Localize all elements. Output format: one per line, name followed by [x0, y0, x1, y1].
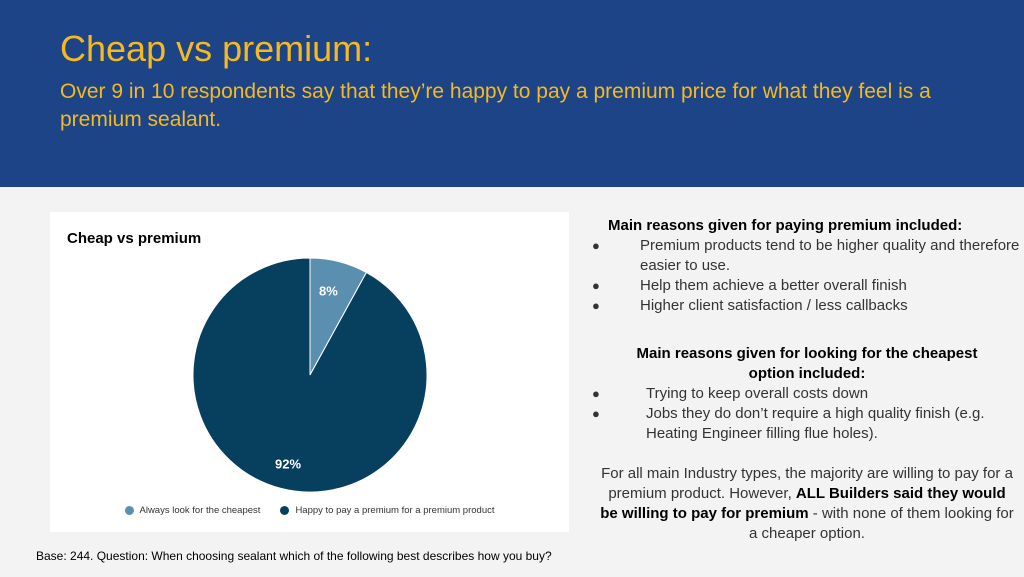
premium-reasons-list: ● Premium products tend to be higher qual…: [592, 236, 1022, 316]
page-title: Cheap vs premium:: [60, 28, 373, 69]
list-item: ● Jobs they do don’t require a high quali…: [592, 405, 985, 442]
legend-swatch-icon: [124, 506, 134, 515]
header-banner: Cheap vs premium: Over 9 in 10 responden…: [0, 0, 1024, 187]
list-item: ● Help them achieve a better overall fini…: [592, 277, 907, 294]
chart-title: Cheap vs premium: [67, 230, 202, 247]
page-subtitle: Over 9 in 10 respondents say that they’r…: [60, 80, 931, 131]
legend-item-0: Always look for the cheapest: [124, 505, 261, 516]
cheap-reasons-list: ● Trying to keep overall costs down ● Jobs…: [592, 384, 1022, 444]
list-item: ● Trying to keep overall costs down: [592, 385, 869, 402]
summary-emphasis: ALL Builders said they would be willing …: [600, 485, 1006, 522]
premium-reasons-heading: Main reasons given for paying premium in…: [608, 217, 963, 234]
legend-item-1: Happy to pay a premium for a premium pro…: [280, 505, 495, 516]
summary-text: For all main Industry types, the majorit…: [600, 465, 1014, 542]
bullet-icon: ●: [592, 298, 600, 313]
legend-label: Always look for the cheapest: [139, 505, 261, 516]
cheap-reasons-heading: Main reasons given for looking for the c…: [636, 345, 978, 382]
pie-chart: 8% 92%: [192, 257, 428, 493]
bullet-icon: ●: [592, 386, 600, 401]
text-column: Main reasons given for paying premium in…: [592, 216, 1022, 559]
list-item: ● Higher client satisfaction / less callb…: [592, 297, 908, 314]
bullet-icon: ●: [592, 238, 600, 253]
legend-label: Happy to pay a premium for a premium pro…: [295, 505, 495, 516]
data-label-0: 8%: [319, 284, 338, 299]
legend-swatch-icon: [280, 506, 290, 515]
footnote: Base: 244. Question: When choosing seala…: [36, 549, 552, 563]
pie-slice-1: [192, 257, 428, 493]
chart-card: Cheap vs premium 8% 92% Always look for t…: [50, 212, 569, 532]
bullet-icon: ●: [592, 278, 600, 293]
list-item: ● Premium products tend to be higher qual…: [592, 237, 1020, 274]
bullet-icon: ●: [592, 406, 600, 421]
data-label-1: 92%: [275, 456, 301, 471]
chart-legend: Always look for the cheapest Happy to pay…: [50, 505, 569, 516]
